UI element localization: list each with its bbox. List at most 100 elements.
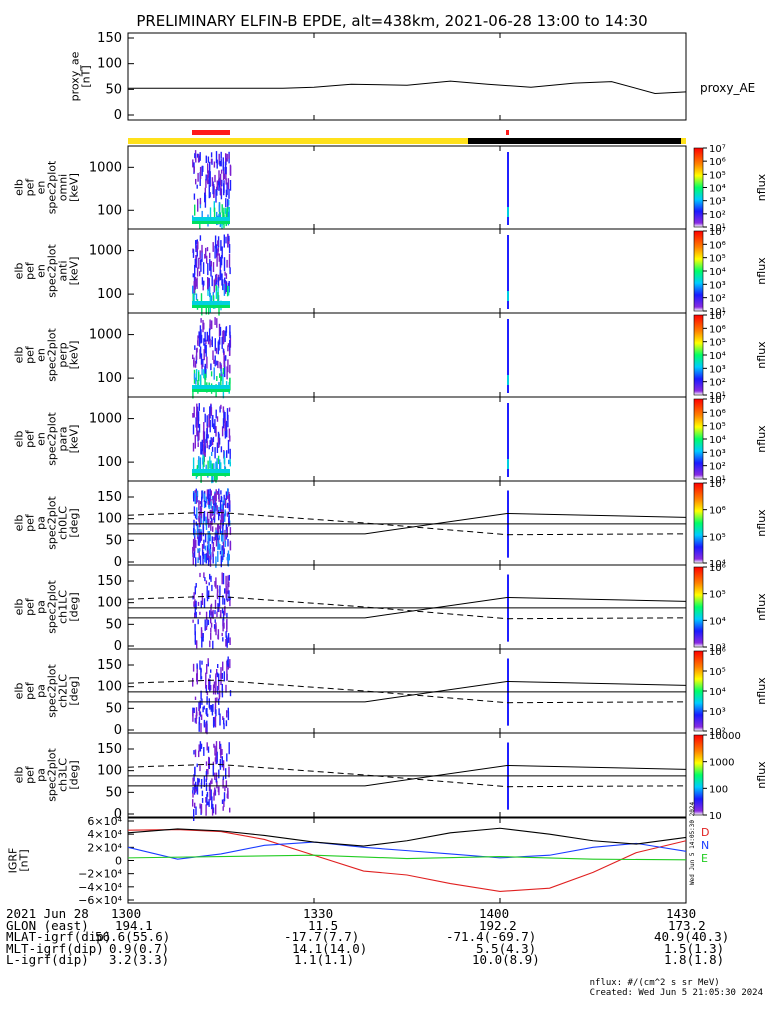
spectrogram-pixel bbox=[203, 422, 205, 435]
pitch-angle-pixel bbox=[219, 585, 221, 596]
spectrogram-pixel bbox=[222, 372, 224, 377]
pitch-angle-pixel bbox=[211, 778, 213, 784]
spectrogram-pixel bbox=[225, 178, 227, 185]
spectrogram-pixel bbox=[224, 280, 227, 294]
colorbar-tick-label: 10² bbox=[709, 294, 726, 305]
pitch-angle-pixel bbox=[212, 516, 215, 520]
ephemeris-label: L-igrf(dip) bbox=[6, 952, 89, 967]
spectrogram-pixel bbox=[193, 406, 195, 418]
pitch-angle-pixel bbox=[229, 540, 232, 551]
pitch-angle-pixel bbox=[224, 498, 227, 508]
y-tick-label: 0 bbox=[114, 807, 122, 822]
pitch-angle-pixel bbox=[215, 747, 218, 754]
spectrogram-pixel bbox=[193, 166, 195, 173]
spectrogram-pixel bbox=[228, 199, 230, 206]
pitch-angle-pixel bbox=[198, 500, 200, 511]
spectrogram-pixel bbox=[199, 152, 201, 161]
colorbar-tick-label: 10⁷ bbox=[709, 311, 726, 322]
spectrogram-pixel bbox=[207, 302, 210, 315]
igrf-line bbox=[127, 854, 687, 861]
spectrogram-pixel bbox=[207, 288, 209, 296]
pitch-angle-pixel bbox=[214, 599, 217, 609]
spectrogram-pixel bbox=[200, 470, 202, 483]
spectrogram-pixel bbox=[207, 277, 209, 290]
colorbar-label: nflux bbox=[755, 509, 768, 537]
spectrogram-pixel bbox=[192, 354, 194, 360]
pitch-angle-pixel bbox=[208, 531, 211, 540]
pitch-angle-pixel bbox=[222, 573, 225, 585]
pitch-angle-pixel bbox=[214, 745, 216, 756]
pitch-angle-pixel bbox=[219, 690, 221, 698]
ephemeris-table: 2021 Jun 28 1300 1330 1400 1430 GLON (ea… bbox=[6, 908, 775, 966]
pitch-angle-pixel bbox=[196, 664, 198, 674]
pitch-angle-pixel bbox=[226, 557, 228, 561]
spectrogram-pixel bbox=[205, 174, 207, 181]
created-stamp: Created: Wed Jun 5 21:05:30 2024 bbox=[589, 988, 763, 998]
y-tick-label: 100 bbox=[97, 287, 122, 302]
spectrogram-pixel bbox=[226, 259, 228, 268]
pitch-angle-pixel bbox=[228, 521, 230, 525]
pitch-angle-pixel bbox=[198, 744, 200, 752]
spectrogram-pixel bbox=[205, 247, 207, 259]
spectrogram-pixel bbox=[219, 406, 221, 413]
pitch-angle-pixel bbox=[207, 619, 210, 625]
spectrogram-pixel bbox=[206, 440, 208, 449]
spectrogram-pixel bbox=[211, 438, 214, 446]
pitch-angle-pixel bbox=[208, 590, 210, 599]
pitch-angle-pixel bbox=[209, 792, 211, 801]
spectrogram-pixel bbox=[192, 285, 194, 294]
spectrogram-pixel bbox=[196, 277, 198, 289]
pitch-angle-pixel bbox=[219, 544, 221, 550]
spectrogram-pixel bbox=[213, 184, 215, 198]
spectrogram-pixel bbox=[208, 328, 211, 342]
spectrogram-pixel bbox=[226, 408, 229, 420]
pitch-angle-pixel bbox=[203, 775, 206, 787]
pitch-angle-pixel bbox=[228, 590, 230, 601]
spectrogram-pixel bbox=[198, 372, 200, 382]
colorbar bbox=[693, 147, 704, 228]
colorbar-label: nflux bbox=[755, 593, 768, 621]
y-tick-label: 100 bbox=[97, 680, 122, 695]
igrf-legend-label: D bbox=[701, 826, 709, 839]
spectrogram-pixel bbox=[224, 271, 226, 276]
spectrogram-pixel bbox=[227, 359, 229, 373]
spectrogram-pixel bbox=[197, 198, 199, 212]
pitch-angle-pixel bbox=[201, 593, 204, 605]
spectrogram-pixel bbox=[214, 235, 217, 249]
colorbar-tick-label: 10⁶ bbox=[709, 506, 726, 517]
ephemeris-row-mlat: MLAT-igrf(dip) 56.6(55.6) -17.7(7.7) -71… bbox=[6, 931, 775, 943]
pitch-angle-pixel bbox=[224, 588, 226, 594]
spectrogram-pixel bbox=[196, 245, 198, 252]
pitch-angle-pixel bbox=[193, 601, 195, 607]
pitch-angle-pixel bbox=[204, 619, 206, 631]
pitch-angle-pixel bbox=[195, 600, 197, 610]
pitch-angle-pixel bbox=[205, 580, 208, 585]
pitch-angle-pixel bbox=[195, 715, 197, 724]
pitch-angle-pixel bbox=[218, 679, 220, 690]
pitch-angle-pixel bbox=[222, 760, 225, 771]
pitch-angle-pixel bbox=[200, 803, 203, 814]
pitch-angle-pixel bbox=[200, 667, 202, 680]
colorbar-tick-label: 10⁷ bbox=[709, 144, 726, 155]
pitch-angle-pixel bbox=[223, 513, 225, 517]
spectrogram-pixel bbox=[224, 161, 227, 175]
spectrogram-pixel bbox=[201, 439, 203, 452]
pitch-angle-pixel bbox=[222, 776, 225, 780]
spectrogram-pixel bbox=[226, 182, 228, 196]
pitch-angle-pixel bbox=[208, 502, 210, 510]
pitch-angle-pixel bbox=[196, 663, 198, 669]
spectrogram-pixel bbox=[229, 180, 232, 191]
ephemeris-value: 194.1 bbox=[115, 917, 153, 933]
pitch-angle-pixel bbox=[208, 799, 210, 807]
pitch-angle-pixel bbox=[194, 802, 196, 809]
spectrogram-pixel bbox=[201, 277, 204, 285]
pitch-angle-pixel bbox=[218, 673, 220, 683]
pitch-angle-pixel bbox=[205, 782, 208, 791]
spectrogram-pixel bbox=[222, 406, 225, 413]
spectrogram-pixel bbox=[213, 463, 215, 470]
y-tick-label: 100 bbox=[97, 57, 122, 72]
pitch-angle-pixel bbox=[200, 676, 203, 680]
pitch-angle-pixel bbox=[229, 807, 231, 813]
spectrogram-pixel bbox=[223, 173, 226, 180]
y-tick-label: 100 bbox=[97, 596, 122, 611]
